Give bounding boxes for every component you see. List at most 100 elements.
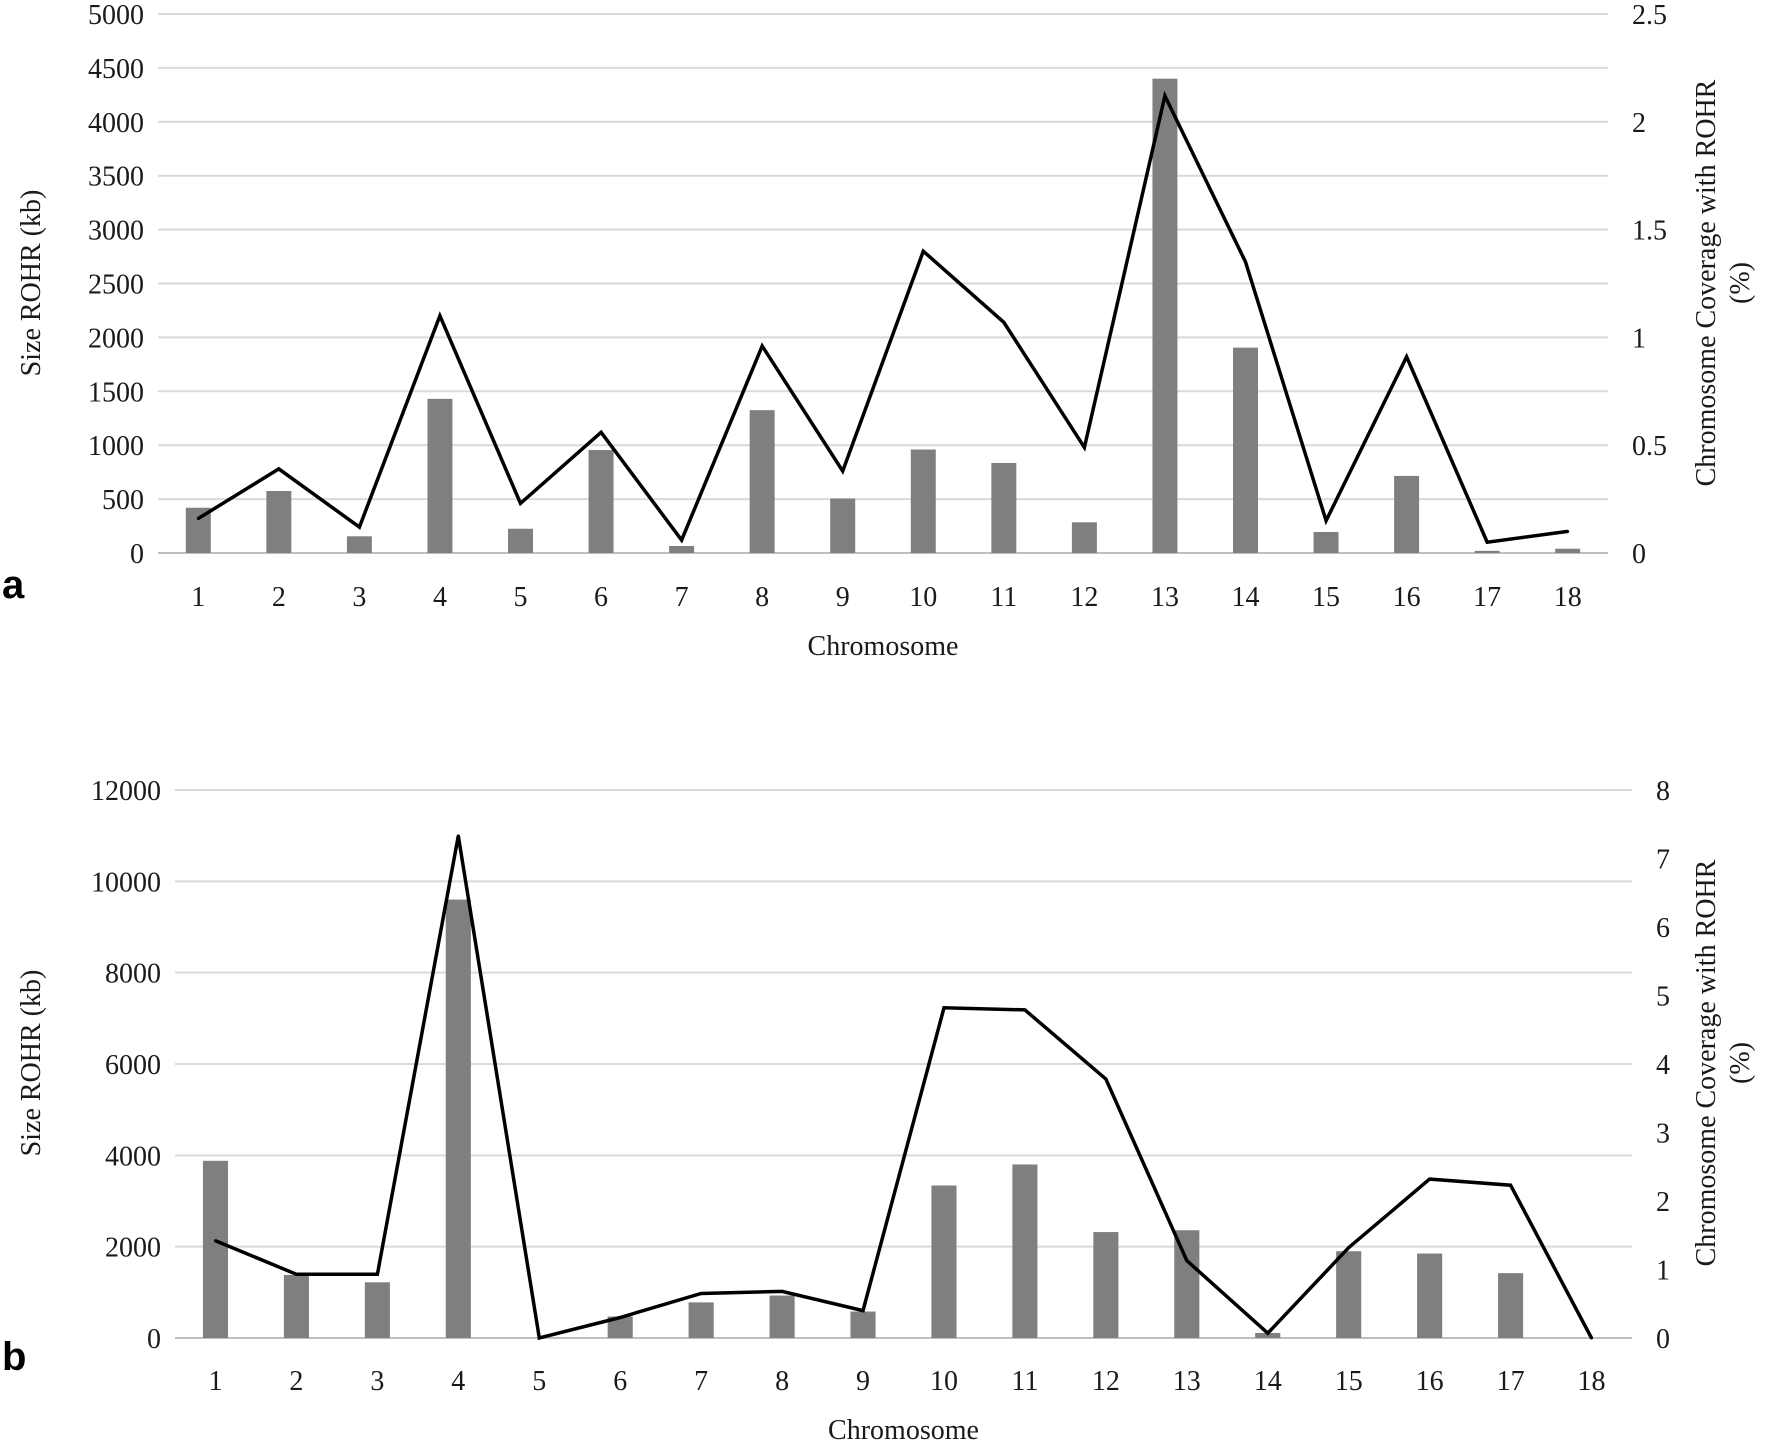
coverage-point-8 — [780, 1289, 784, 1293]
bar-chromosome-1 — [202, 1160, 229, 1338]
coverage-point-12 — [1082, 445, 1086, 449]
x-tick-label: 4 — [451, 1366, 465, 1397]
y-tick-label: 4500 — [88, 54, 144, 85]
y-tick-label: 4000 — [88, 108, 144, 139]
x-axis-title: Chromosome — [808, 631, 959, 662]
coverage-point-18 — [1566, 529, 1570, 533]
x-tick-label: 11 — [1011, 1366, 1038, 1397]
coverage-point-18 — [1590, 1336, 1594, 1340]
x-tick-label: 16 — [1416, 1366, 1444, 1397]
bar-chromosome-11 — [991, 462, 1017, 553]
y2-tick-label: 4 — [1656, 1050, 1670, 1081]
x-tick-label: 5 — [514, 582, 528, 613]
coverage-point-9 — [861, 1309, 865, 1313]
x-tick-label: 13 — [1173, 1366, 1201, 1397]
x-tick-label: 2 — [272, 582, 286, 613]
coverage-point-5 — [519, 501, 522, 505]
x-tick-label: 9 — [836, 582, 850, 613]
y2-tick-label: 7 — [1656, 845, 1670, 876]
coverage-point-2 — [277, 467, 281, 471]
y2-tick-label: 0.5 — [1632, 431, 1667, 462]
bar-chromosome-18 — [1555, 548, 1581, 553]
coverage-point-3 — [375, 1272, 379, 1276]
y2-tick-label: 2 — [1632, 108, 1646, 139]
coverage-point-4 — [438, 314, 442, 318]
y2-tick-label: 1 — [1656, 1256, 1670, 1287]
coverage-point-7 — [699, 1291, 703, 1295]
coverage-point-11 — [1002, 320, 1006, 324]
y2-axis-title: Chromosome Coverage with ROHR — [1691, 79, 1722, 486]
bar-chromosome-8 — [749, 410, 775, 553]
y-tick-label: 12000 — [91, 776, 161, 807]
y-tick-label: 4000 — [105, 1141, 161, 1172]
panel-label: b — [2, 1335, 26, 1379]
bar-chromosome-9 — [830, 498, 856, 553]
y-tick-label: 5000 — [88, 0, 144, 31]
y2-tick-label: 2.5 — [1632, 0, 1667, 31]
x-tick-label: 4 — [433, 582, 447, 613]
x-tick-label: 5 — [532, 1366, 546, 1397]
bar-chromosome-8 — [769, 1295, 795, 1338]
x-axis-title: Chromosome — [828, 1415, 979, 1443]
bar-chromosome-3 — [364, 1282, 390, 1338]
bar-chromosome-15 — [1313, 531, 1339, 553]
bar-chromosome-17 — [1498, 1273, 1524, 1338]
y-tick-label: 2000 — [105, 1233, 161, 1264]
coverage-point-3 — [357, 525, 361, 529]
x-tick-label: 10 — [930, 1366, 958, 1397]
x-tick-label: 7 — [675, 582, 689, 613]
coverage-point-10 — [921, 249, 925, 253]
coverage-point-1 — [196, 517, 200, 521]
coverage-point-9 — [841, 469, 845, 473]
x-tick-label: 9 — [856, 1366, 870, 1397]
coverage-line — [197, 90, 1568, 545]
y2-tick-label: 1.5 — [1632, 216, 1667, 247]
x-tick-label: 16 — [1393, 582, 1421, 613]
y2-axis-title: Chromosome Coverage with ROHR — [1691, 859, 1722, 1266]
panel-label: a — [2, 563, 25, 607]
y-tick-label: 1000 — [88, 431, 144, 462]
y-tick-label: 0 — [147, 1324, 161, 1355]
x-tick-label: 8 — [755, 582, 769, 613]
coverage-point-10 — [942, 1006, 946, 1010]
y2-axis-title-unit: (%) — [1725, 262, 1756, 304]
bar-chromosome-3 — [346, 536, 372, 553]
x-tick-label: 11 — [990, 582, 1017, 613]
x-tick-label: 12 — [1070, 582, 1098, 613]
bar-chromosome-13 — [1152, 78, 1178, 554]
x-tick-label: 17 — [1497, 1366, 1525, 1397]
bar-chromosome-11 — [1012, 1164, 1038, 1338]
bar-chromosome-4 — [445, 899, 471, 1338]
coverage-point-17 — [1509, 1183, 1513, 1187]
x-tick-label: 12 — [1092, 1366, 1120, 1397]
coverage-point-17 — [1485, 540, 1489, 544]
y-tick-label: 2500 — [88, 270, 144, 301]
x-tick-label: 14 — [1232, 582, 1260, 613]
coverage-point-15 — [1347, 1246, 1351, 1250]
x-tick-label: 6 — [594, 582, 608, 613]
bar-chromosome-7 — [688, 1302, 714, 1338]
y2-tick-label: 2 — [1656, 1187, 1670, 1218]
x-tick-label: 17 — [1473, 582, 1501, 613]
x-tick-label: 7 — [694, 1366, 708, 1397]
y2-tick-label: 6 — [1656, 913, 1670, 944]
bar-chromosome-12 — [1071, 522, 1097, 553]
bar-chromosome-6 — [588, 450, 614, 553]
coverage-point-8 — [760, 344, 764, 348]
bar-chromosome-16 — [1417, 1253, 1443, 1338]
x-tick-label: 6 — [613, 1366, 627, 1397]
y-tick-label: 0 — [130, 539, 144, 570]
x-tick-label: 1 — [208, 1366, 222, 1397]
y-tick-label: 10000 — [91, 867, 161, 898]
bar-chromosome-4 — [427, 398, 453, 553]
coverage-point-16 — [1428, 1177, 1432, 1181]
bar-chromosome-16 — [1394, 475, 1420, 553]
x-tick-label: 3 — [352, 582, 366, 613]
bar-chromosome-2 — [283, 1274, 309, 1338]
bar-chromosome-7 — [669, 545, 695, 553]
y2-tick-label: 5 — [1656, 982, 1670, 1013]
coverage-point-13 — [1185, 1259, 1189, 1263]
x-tick-label: 2 — [289, 1366, 303, 1397]
